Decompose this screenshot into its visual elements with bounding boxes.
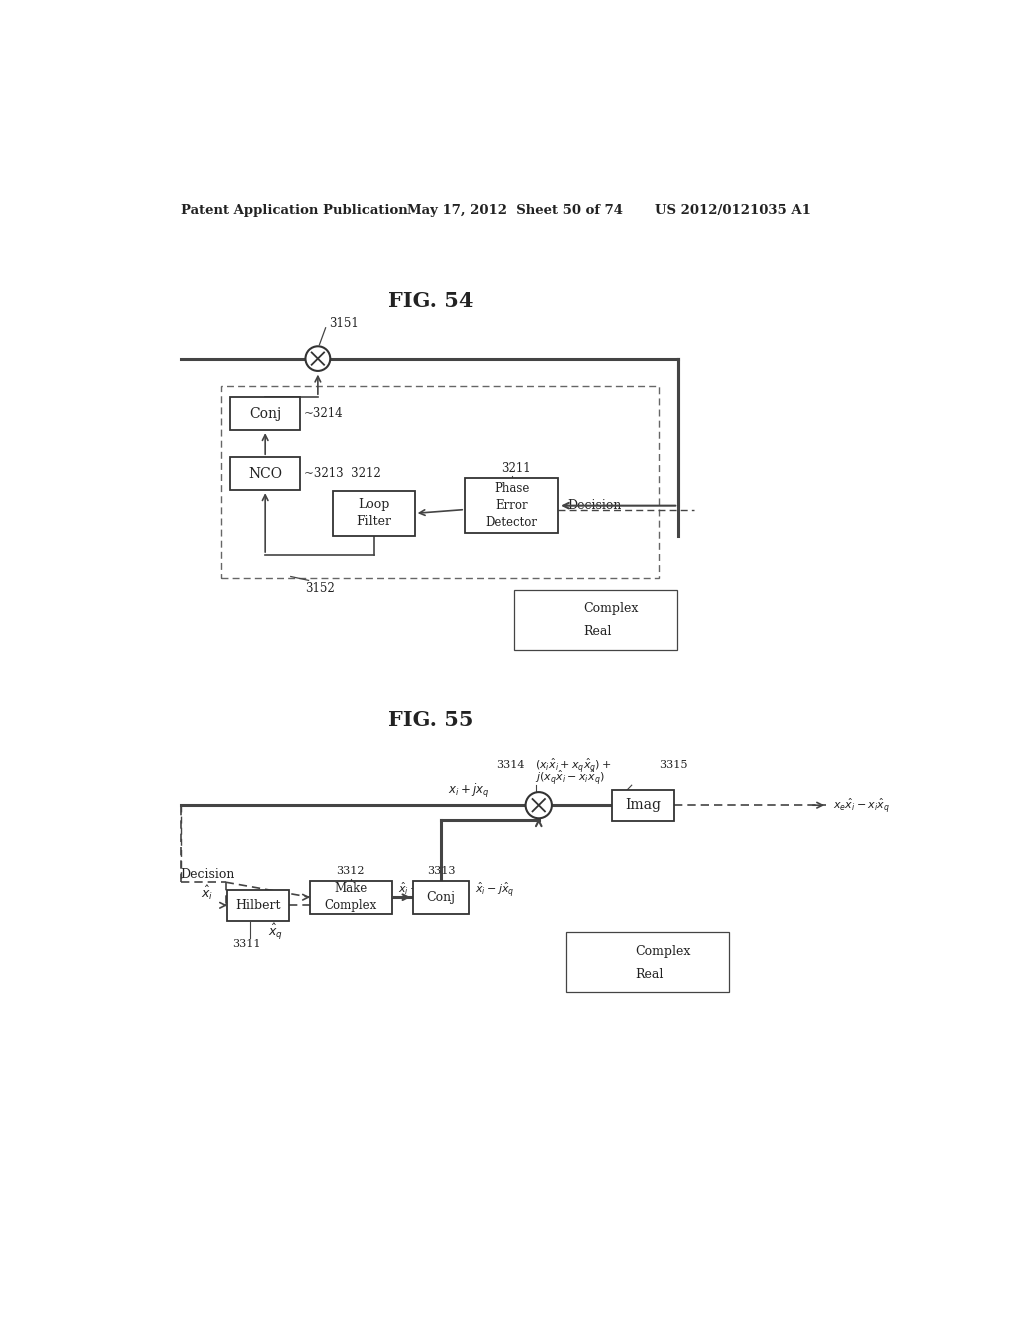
Bar — [414, 880, 469, 913]
Bar — [227, 890, 289, 921]
Text: Make
Complex: Make Complex — [325, 882, 377, 912]
Circle shape — [525, 792, 552, 818]
Bar — [566, 932, 729, 993]
Text: 3311: 3311 — [232, 939, 261, 949]
Bar — [334, 491, 415, 536]
Bar — [310, 880, 391, 913]
Text: 3152: 3152 — [305, 582, 335, 594]
Text: Phase
Error
Detector: Phase Error Detector — [485, 482, 538, 529]
Text: Decision: Decision — [567, 499, 622, 512]
Text: ~3213  3212: ~3213 3212 — [304, 467, 381, 480]
Text: $\hat{x}_i + j\hat{x}_q$: $\hat{x}_i + j\hat{x}_q$ — [397, 880, 437, 899]
Text: 3315: 3315 — [658, 760, 687, 770]
Text: Conj: Conj — [249, 407, 282, 421]
Text: Conj: Conj — [427, 891, 456, 904]
Text: US 2012/0121035 A1: US 2012/0121035 A1 — [655, 205, 811, 218]
Text: NCO: NCO — [248, 467, 283, 480]
Text: 3151: 3151 — [330, 317, 359, 330]
Text: Patent Application Publication: Patent Application Publication — [180, 205, 408, 218]
Text: Real: Real — [636, 968, 664, 981]
Text: $j(x_q\hat{x}_i - x_i\hat{x}_q)$: $j(x_q\hat{x}_i - x_i\hat{x}_q)$ — [535, 768, 604, 787]
Text: $\hat{x}_q$: $\hat{x}_q$ — [267, 923, 283, 942]
Bar — [230, 457, 300, 490]
Text: 3313: 3313 — [428, 866, 456, 876]
Text: Loop
Filter: Loop Filter — [356, 499, 391, 528]
Bar — [514, 590, 677, 649]
Text: $\hat{x}_i - j\hat{x}_q$: $\hat{x}_i - j\hat{x}_q$ — [475, 880, 515, 899]
Text: FIG. 54: FIG. 54 — [387, 290, 473, 310]
Text: ~3214: ~3214 — [304, 407, 343, 420]
Text: $(x_i\hat{x}_i + x_q\hat{x}_q) +$: $(x_i\hat{x}_i + x_q\hat{x}_q) +$ — [535, 756, 611, 775]
Bar — [612, 789, 675, 821]
Text: Hilbert: Hilbert — [236, 899, 281, 912]
Text: 3312: 3312 — [337, 866, 366, 876]
Text: Complex: Complex — [636, 945, 691, 958]
Text: Imag: Imag — [626, 799, 662, 812]
Text: $x_e\hat{x}_i - x_i\hat{x}_q$: $x_e\hat{x}_i - x_i\hat{x}_q$ — [834, 796, 891, 814]
Text: $\hat{x}_i$: $\hat{x}_i$ — [201, 884, 213, 902]
Text: Complex: Complex — [584, 602, 639, 615]
Bar — [221, 385, 658, 578]
Text: FIG. 55: FIG. 55 — [387, 710, 473, 730]
Text: Real: Real — [584, 626, 612, 639]
Text: $x_i + jx_q$: $x_i + jx_q$ — [449, 783, 489, 800]
Circle shape — [305, 346, 331, 371]
Bar — [230, 397, 300, 430]
Text: 3211: 3211 — [501, 462, 530, 475]
Text: May 17, 2012  Sheet 50 of 74: May 17, 2012 Sheet 50 of 74 — [407, 205, 623, 218]
Text: Decision: Decision — [180, 869, 236, 880]
Bar — [465, 478, 558, 533]
Text: 3314: 3314 — [497, 760, 524, 770]
